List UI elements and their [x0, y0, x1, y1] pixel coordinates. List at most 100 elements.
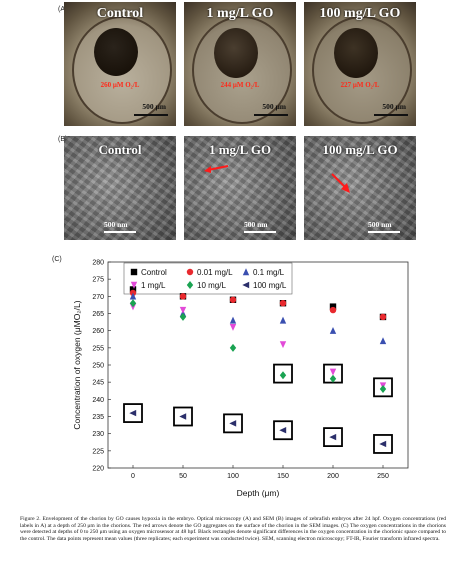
y-tick-label: 245	[92, 380, 104, 387]
panel-c-letter: (C)	[52, 256, 62, 263]
significance-box	[373, 434, 393, 454]
data-point	[129, 299, 137, 308]
scale-label: 500 nm	[244, 220, 268, 229]
data-point	[179, 306, 187, 314]
data-point	[279, 427, 287, 434]
image-title: Control	[96, 6, 144, 21]
legend-marker	[186, 268, 194, 276]
scale-bar	[134, 114, 168, 116]
scale-label: 500 nm	[368, 220, 392, 229]
optical-image-100mg: 100 mg/L GO 227 μM O₂/L 500 μm	[304, 2, 416, 126]
data-point	[129, 409, 137, 417]
legend-label: 10 mg/L	[197, 281, 226, 290]
scale-bar	[374, 114, 408, 116]
image-title: 1 mg/L GO	[206, 6, 274, 21]
data-point	[229, 324, 237, 331]
significance-box	[273, 420, 293, 441]
y-tick-label: 220	[92, 466, 104, 473]
data-point	[279, 341, 287, 349]
y-tick-label: 255	[92, 345, 104, 352]
image-title: Control	[98, 142, 142, 157]
x-tick-label: 150	[277, 473, 289, 480]
yolk-shape	[94, 28, 138, 76]
data-point	[229, 420, 237, 427]
data-point	[329, 303, 337, 310]
optical-image-1mg: 1 mg/L GO 244 μM O₂/L 500 μm	[184, 2, 296, 126]
data-point	[379, 337, 387, 345]
scale-bar	[368, 231, 400, 233]
y-tick-label: 225	[92, 448, 104, 455]
data-point	[129, 286, 137, 293]
y-tick-label: 250	[92, 363, 104, 370]
oxygen-label: 227 μM O₂/L	[340, 81, 380, 89]
red-arrow-icon	[331, 173, 350, 193]
sem-image-100mg: 100 mg/L GO 500 nm	[304, 136, 416, 240]
data-point	[379, 385, 387, 394]
legend-marker	[130, 281, 138, 289]
scale-bar	[254, 114, 288, 116]
legend-marker	[242, 281, 250, 289]
figure-caption: Figure 2. Envelopment of the chorion by …	[20, 516, 446, 542]
y-tick-label: 260	[92, 328, 104, 335]
data-point	[179, 312, 187, 321]
y-axis-label: Concentration of oxygen (μMO₂/L)	[72, 300, 82, 429]
significance-box	[273, 363, 293, 384]
sem-image-1mg: 1 mg/L GO 500 nm	[184, 136, 296, 240]
sem-image-control: Control 500 nm	[64, 136, 176, 240]
data-point	[279, 371, 287, 380]
legend-label: 0.01 mg/L	[197, 268, 233, 277]
y-tick-label: 240	[92, 397, 104, 404]
y-tick-label: 265	[92, 311, 104, 318]
optical-image-control: Control 260 μM O₂/L 500 μm	[64, 2, 176, 126]
data-point	[329, 326, 337, 334]
oxygen-label: 260 μM O₂/L	[100, 81, 140, 89]
significance-box	[173, 406, 193, 427]
y-tick-label: 280	[92, 260, 104, 267]
y-tick-label: 270	[92, 294, 104, 301]
data-point	[379, 440, 387, 448]
data-point	[229, 316, 237, 324]
y-tick-label: 275	[92, 277, 104, 284]
x-tick-label: 200	[327, 473, 339, 480]
y-tick-label: 235	[92, 414, 104, 421]
image-title: 100 mg/L GO	[319, 6, 401, 21]
scale-bar	[104, 231, 136, 233]
legend-marker	[242, 268, 250, 276]
significance-box	[323, 427, 343, 448]
data-point	[179, 293, 187, 300]
x-axis-label: Depth (μm)	[237, 488, 280, 498]
data-point	[129, 292, 137, 300]
legend-marker	[130, 268, 138, 276]
data-point	[329, 433, 337, 441]
scale-label: 500 nm	[104, 220, 128, 229]
legend-label: Control	[141, 268, 167, 277]
data-point	[329, 306, 337, 314]
legend-label: 0.1 mg/L	[253, 268, 285, 277]
data-point	[279, 316, 287, 324]
scale-label: 500 μm	[262, 102, 286, 111]
data-point	[179, 413, 187, 420]
data-point	[379, 313, 387, 321]
image-title: 1 mg/L GO	[208, 142, 272, 157]
panel-b-letter: (B)	[58, 136, 68, 143]
significance-box	[373, 377, 393, 398]
legend-label: 1 mg/L	[141, 281, 166, 290]
x-tick-label: 250	[377, 473, 389, 480]
scale-bar	[244, 231, 276, 233]
red-arrow-icon	[204, 165, 229, 173]
legend-box	[123, 262, 293, 295]
image-title: 100 mg/L GO	[322, 142, 398, 157]
scale-label: 500 μm	[142, 102, 166, 111]
legend-label: 100 mg/L	[253, 281, 287, 290]
scale-label: 500 μm	[382, 102, 406, 111]
legend-marker	[186, 281, 194, 289]
significance-box	[223, 413, 243, 434]
data-point	[229, 343, 237, 352]
data-point	[279, 300, 287, 307]
oxygen-label: 244 μM O₂/L	[220, 81, 260, 89]
x-tick-label: 100	[227, 473, 239, 480]
panel-a-letter: (A)	[58, 6, 68, 13]
yolk-shape	[214, 28, 258, 78]
data-point	[329, 374, 337, 383]
significance-box	[123, 403, 143, 423]
